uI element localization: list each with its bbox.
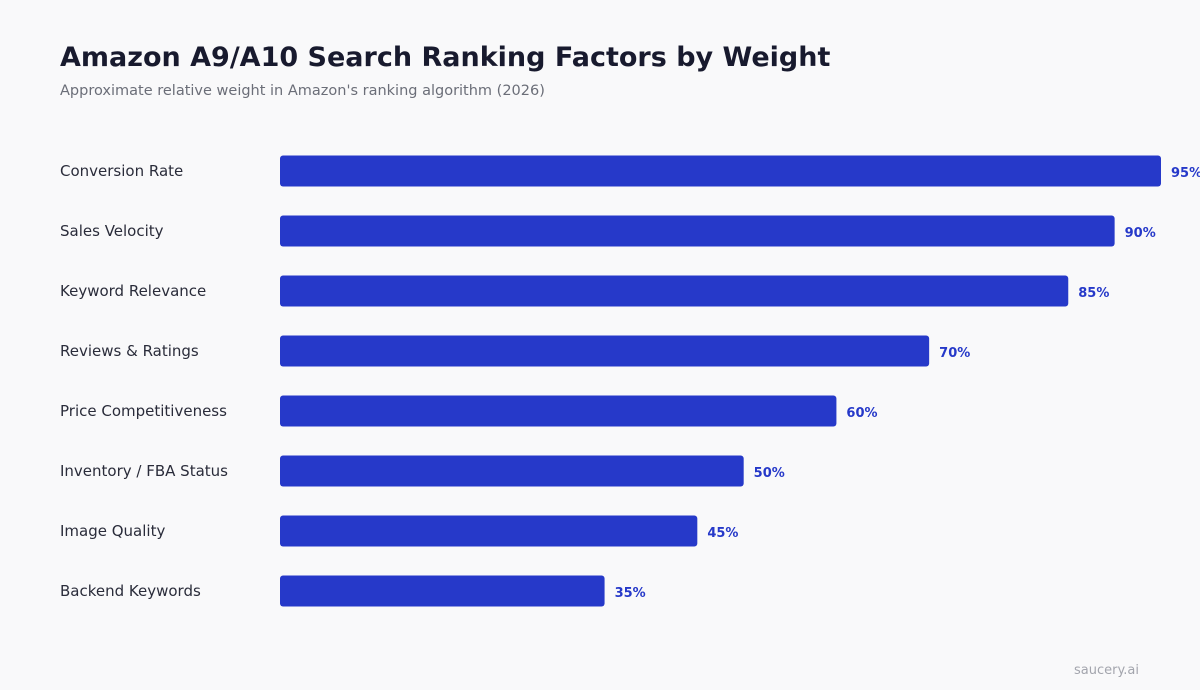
- bar: [280, 215, 1115, 247]
- category-label: Conversion Rate: [60, 162, 183, 180]
- bar: [280, 575, 605, 607]
- value-label: 95%: [1171, 166, 1200, 181]
- value-label: 90%: [1125, 226, 1156, 241]
- category-label: Keyword Relevance: [60, 282, 206, 300]
- category-label: Reviews & Ratings: [60, 342, 199, 360]
- bar: [280, 515, 698, 547]
- bar: [280, 155, 1161, 187]
- category-label: Inventory / FBA Status: [60, 462, 228, 480]
- value-label: 70%: [939, 346, 970, 361]
- bar: [280, 455, 744, 487]
- watermark: saucery.ai: [1073, 663, 1139, 678]
- chart-title: Amazon A9/A10 Search Ranking Factors by …: [60, 42, 831, 73]
- chart-subtitle: Approximate relative weight in Amazon's …: [60, 83, 545, 99]
- category-label: Price Competitiveness: [60, 402, 227, 420]
- bar: [280, 395, 837, 427]
- value-label: 35%: [615, 586, 646, 601]
- bar: [280, 335, 930, 367]
- bar: [280, 275, 1069, 307]
- value-label: 60%: [846, 406, 877, 421]
- category-label: Sales Velocity: [60, 222, 164, 240]
- value-label: 45%: [707, 526, 738, 541]
- category-label: Image Quality: [60, 522, 165, 540]
- value-label: 50%: [754, 466, 785, 481]
- category-label: Backend Keywords: [60, 582, 201, 600]
- value-label: 85%: [1078, 286, 1109, 301]
